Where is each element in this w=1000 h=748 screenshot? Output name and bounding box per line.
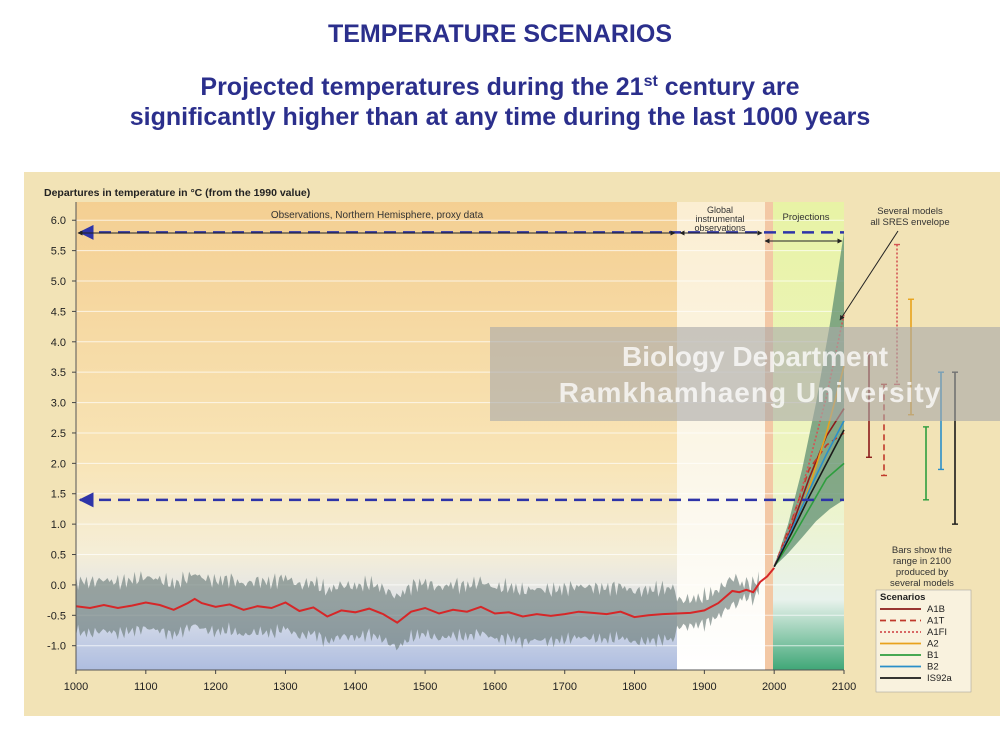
sres-envelope	[774, 232, 844, 567]
envelope-pointer-arrow	[839, 230, 899, 321]
period-label-proxy: Observations, Northern Hemisphere, proxy…	[271, 210, 484, 221]
subtitle-line1-after: century are	[657, 73, 800, 101]
y-tick-label: 2.5	[51, 428, 66, 440]
period-label-instrumental-2: instrumental	[695, 214, 744, 224]
envelope-label-2: all SRES envelope	[870, 217, 949, 228]
legend-title: Scenarios	[880, 592, 925, 603]
legend-label-a1fi: A1FI	[927, 627, 947, 638]
envelope-label-1: Several models	[877, 206, 943, 217]
x-tick-label: 1600	[483, 681, 507, 693]
y-tick-label: 3.0	[51, 398, 66, 410]
x-tick-label: 1200	[203, 681, 227, 693]
legend-label-b2: B2	[927, 662, 939, 673]
y-tick-label: 5.5	[51, 246, 66, 258]
legend-label-a1t: A1T	[927, 616, 945, 627]
period-label-projections: Projections	[783, 212, 830, 223]
watermark-line2: Ramkhamhaeng University	[558, 377, 942, 408]
y-tick-label: -1.0	[47, 641, 66, 653]
y-tick-label: -0.5	[47, 610, 66, 622]
x-axis-ticks: 1000 1100 1200 1300 1400 1500 1600 1700 1800 1900…	[64, 670, 856, 693]
x-tick-label: 1800	[622, 681, 646, 693]
observed-temperature-line	[75, 567, 775, 624]
period-label-instrumental-1: Global	[707, 205, 733, 215]
scenario-line-a1fi	[773, 314, 845, 568]
watermark: Biology Department Ramkhamhaeng Universi…	[490, 327, 1000, 421]
y-tick-label: 3.5	[51, 367, 66, 379]
bars-note-2: range in 2100	[893, 556, 951, 567]
x-tick-label: 1900	[692, 681, 716, 693]
legend-label-a1b: A1B	[927, 604, 945, 615]
legend-box	[875, 589, 972, 693]
legend-label-is92a: IS92a	[927, 673, 953, 684]
gridlines	[76, 219, 844, 647]
slide-title: TEMPERATURE SCENARIOS	[327, 20, 672, 48]
y-axis-ticks: -1.0 -0.5 0.0 0.5 1.0 1.5 2.0 2.5 3.0 3.5 4.0 4.5 5.…	[47, 215, 76, 653]
y-tick-label: 6.0	[51, 215, 66, 227]
scenario-line-b1	[773, 462, 845, 568]
period-label-instrumental-3: observations	[694, 223, 746, 233]
y-tick-label: 2.0	[51, 458, 66, 470]
y-tick-label: 0.5	[51, 550, 66, 562]
x-tick-label: 1400	[343, 681, 367, 693]
scenario-line-b2	[773, 420, 845, 568]
scenario-line-is92a	[773, 429, 845, 568]
subtitle-line1-before: Projected temperatures during the 21	[200, 73, 644, 101]
x-tick-label: 1100	[134, 681, 158, 693]
x-tick-label: 2000	[762, 681, 786, 693]
x-tick-label: 1700	[552, 681, 576, 693]
slide-subtitle: Projected temperatures during the 21st c…	[0, 67, 1000, 132]
bars-note-3: produced by	[896, 567, 949, 578]
period-band-overlap	[765, 202, 773, 670]
y-tick-label: 4.5	[51, 306, 66, 318]
bars-note-1: Bars show the	[892, 545, 952, 556]
legend-label-b1: B1	[927, 650, 939, 661]
x-tick-label: 1500	[413, 681, 437, 693]
y-tick-label: 1.0	[51, 519, 66, 531]
y-tick-label: 4.0	[51, 337, 66, 349]
y-tick-label: 1.5	[51, 489, 66, 501]
y-axis-label: Departures in temperature in °C (from th…	[44, 187, 310, 199]
y-tick-label: 0.0	[51, 580, 66, 592]
y-tick-label: 5.0	[51, 276, 66, 288]
subtitle-line1-sup: st	[643, 73, 658, 90]
x-tick-label: 1300	[273, 681, 297, 693]
watermark-line1: Biology Department	[621, 341, 889, 372]
subtitle-line2: significantly higher than at any time du…	[129, 103, 871, 131]
x-tick-label: 1000	[64, 681, 88, 693]
scenario-lines	[773, 314, 845, 568]
bars-note-4: several models	[890, 578, 954, 589]
legend-label-a2: A2	[927, 639, 939, 650]
x-tick-label: 2100	[832, 681, 856, 693]
